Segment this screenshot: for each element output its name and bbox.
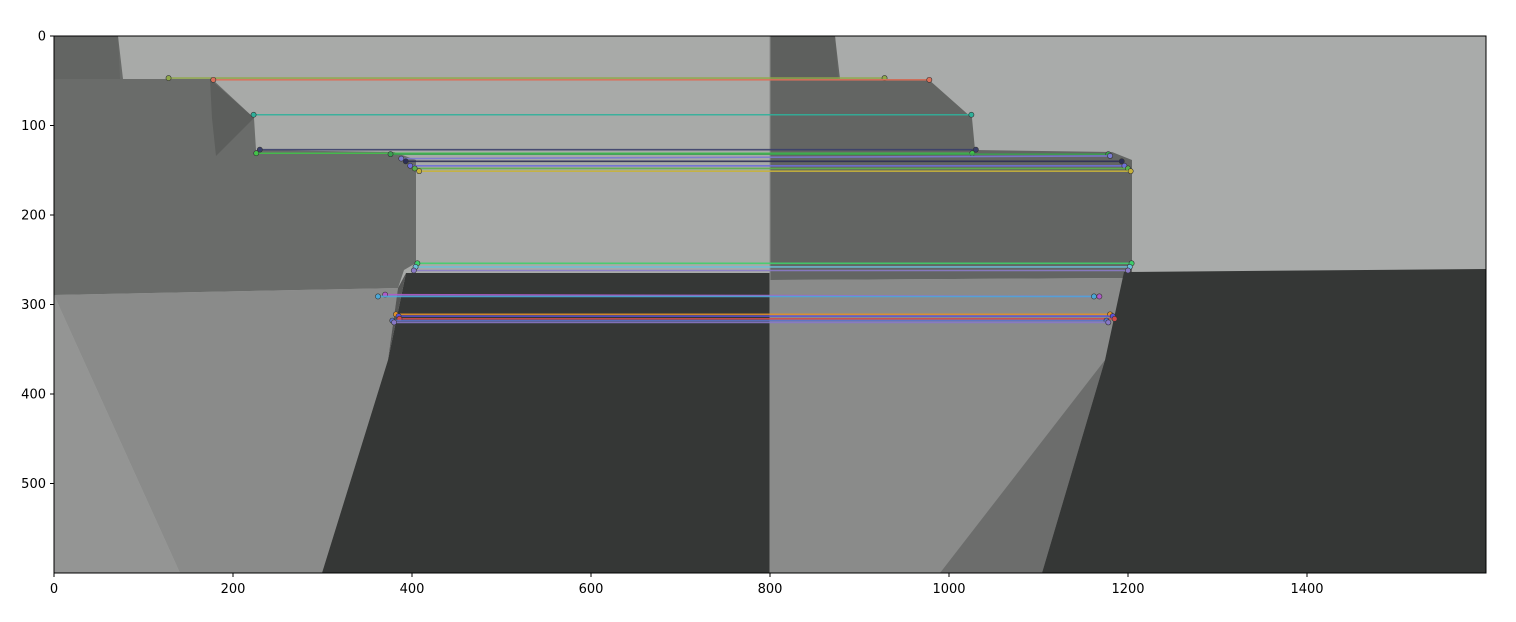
match-point-right-20 (1105, 319, 1112, 326)
x-tick-label: 1000 (932, 582, 965, 597)
match-point-left-9 (411, 165, 418, 172)
match-point-left-13 (410, 267, 417, 274)
match-point-right-4 (969, 150, 976, 157)
y-tick-label: 500 (21, 477, 46, 492)
right-image (769, 36, 1486, 573)
match-line-6 (401, 155, 1111, 160)
x-tick-label: 1400 (1290, 582, 1323, 597)
match-point-left-7 (402, 158, 409, 165)
left-image (54, 36, 770, 573)
match-point-left-8 (407, 162, 414, 169)
match-point-right-15 (1091, 293, 1097, 300)
match-point-left-6 (398, 155, 405, 162)
stereo-image-pair (54, 36, 1486, 573)
match-point-right-13 (1125, 267, 1131, 274)
match-point-right-1 (926, 76, 933, 83)
match-point-right-2 (968, 111, 975, 118)
y-tick-label: 200 (21, 209, 46, 224)
match-point-left-2 (250, 111, 257, 118)
x-tick-label: 400 (400, 582, 425, 597)
x-tick-label: 600 (579, 582, 604, 597)
match-point-left-3 (256, 146, 263, 153)
match-point-right-10 (1127, 168, 1134, 175)
y-axis: 0 100 200 300 400 500 (21, 30, 54, 492)
y-tick-label: 0 (38, 30, 46, 45)
y-tick-label: 400 (21, 388, 46, 403)
match-point-left-4 (253, 150, 260, 157)
match-point-left-10 (416, 168, 423, 175)
x-tick-label: 800 (758, 582, 783, 597)
match-point-left-20 (391, 319, 397, 326)
match-point-right-7 (1118, 158, 1125, 165)
match-point-right-14 (1096, 293, 1103, 300)
match-lines (165, 75, 1135, 326)
x-tick-label: 200 (221, 582, 246, 597)
x-axis: 0 200 400 600 800 1000 1200 1400 (50, 573, 1324, 597)
match-point-left-1 (210, 76, 217, 83)
match-point-right-18 (1111, 315, 1118, 322)
match-point-right-6 (1107, 153, 1113, 159)
y-tick-label: 300 (21, 298, 46, 313)
x-tick-label: 0 (50, 582, 58, 597)
match-point-right-3 (972, 146, 979, 153)
y-tick-label: 100 (21, 119, 46, 134)
x-tick-label: 1200 (1111, 582, 1144, 597)
match-point-left-5 (387, 151, 394, 158)
match-point-left-15 (375, 293, 381, 300)
match-point-left-0 (165, 75, 172, 81)
